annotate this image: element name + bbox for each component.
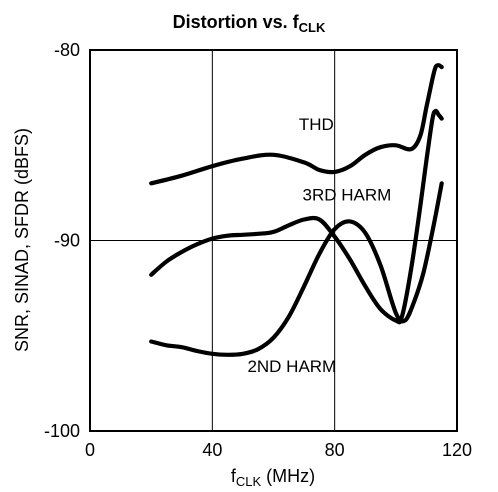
chart-title: Distortion vs. fCLK — [173, 12, 326, 35]
curve-labels: THD 3RD HARM 2ND HARM — [247, 115, 391, 376]
y-tick-label: -100 — [44, 421, 80, 441]
series-line-thd — [149, 63, 444, 186]
curve-label-thd: THD — [299, 115, 334, 134]
series-layer — [149, 63, 444, 357]
tick-labels: 0 40 80 120 -100 -90 -80 — [44, 40, 472, 460]
y-tick-label: -80 — [54, 40, 80, 60]
curve-label-3rd-harm: 3RD HARM — [303, 185, 392, 204]
x-axis-label: fCLK (MHz) — [231, 466, 315, 489]
y-axis-label: SNR, SINAD, SFDR (dBFS) — [12, 128, 32, 352]
series-line-3rd-harm — [149, 108, 444, 325]
x-tick-label: 0 — [85, 440, 95, 460]
x-tick-label: 80 — [325, 440, 345, 460]
x-tick-label: 120 — [442, 440, 472, 460]
curve-label-2nd-harm: 2ND HARM — [247, 357, 336, 376]
plot-frame — [89, 49, 458, 432]
series-line-2nd-harm — [149, 181, 444, 357]
x-tick-label: 40 — [202, 440, 222, 460]
y-tick-label: -90 — [54, 231, 80, 251]
